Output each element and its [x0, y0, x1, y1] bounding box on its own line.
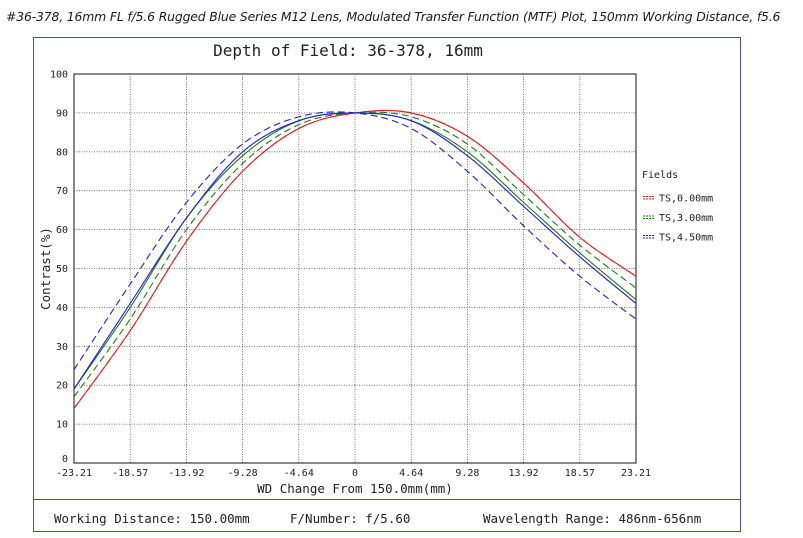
x-tick-label: 13.92: [509, 468, 539, 479]
x-tick-label: 23.21: [621, 468, 651, 479]
y-tick-label: 10: [56, 420, 68, 431]
working-distance-label: Working Distance: 150.00mm: [54, 511, 250, 526]
x-tick-label: -18.57: [112, 468, 148, 479]
y-tick-label: 100: [50, 70, 68, 81]
y-tick-label: 30: [56, 342, 68, 353]
series-line-ts-4-50mm-sagittal: [73, 111, 637, 370]
x-tick-label: -23.21: [56, 468, 92, 479]
x-tick-label: 18.57: [565, 468, 595, 479]
legend-title: Fields: [642, 170, 678, 181]
x-tick-label: 0: [352, 468, 358, 479]
figure-caption: #36-378, 16mm FL f/5.6 Rugged Blue Serie…: [6, 9, 781, 24]
x-axis-label: WD Change From 150.0mm(mm): [257, 481, 453, 496]
chart-title: Depth of Field: 36-378, 16mm: [213, 41, 483, 60]
series-line-ts-3-00mm-sagittal: [73, 111, 637, 398]
y-tick-label: 50: [56, 264, 68, 275]
series-line-ts-0-00mm-sagittal: [73, 109, 637, 409]
legend-label: TS,0.00mm: [659, 194, 713, 205]
x-tick-label: 9.28: [455, 468, 479, 479]
y-tick-label: 90: [56, 108, 68, 119]
footer-divider: [34, 499, 740, 500]
y-tick-label: 40: [56, 303, 68, 314]
wavelength-range-label: Wavelength Range: 486nm-656nm: [483, 511, 702, 526]
series-line-ts-4-50mm-tangential: [73, 112, 637, 390]
y-tick-label: 60: [56, 225, 68, 236]
y-tick-label: 0: [62, 454, 68, 465]
x-tick-label: 4.64: [399, 468, 423, 479]
y-tick-label: 80: [56, 147, 68, 158]
f-number-label: F/Number: f/5.60: [290, 511, 411, 526]
x-tick-label: -9.28: [228, 468, 258, 479]
legend-label: TS,4.50mm: [659, 233, 713, 244]
x-tick-label: -4.64: [284, 468, 314, 479]
y-tick-label: 70: [56, 186, 68, 197]
x-tick-label: -13.92: [168, 468, 204, 479]
legend-label: TS,3.00mm: [659, 213, 713, 224]
y-axis-label: Contrast(%): [38, 227, 53, 310]
y-tick-label: 20: [56, 381, 68, 392]
